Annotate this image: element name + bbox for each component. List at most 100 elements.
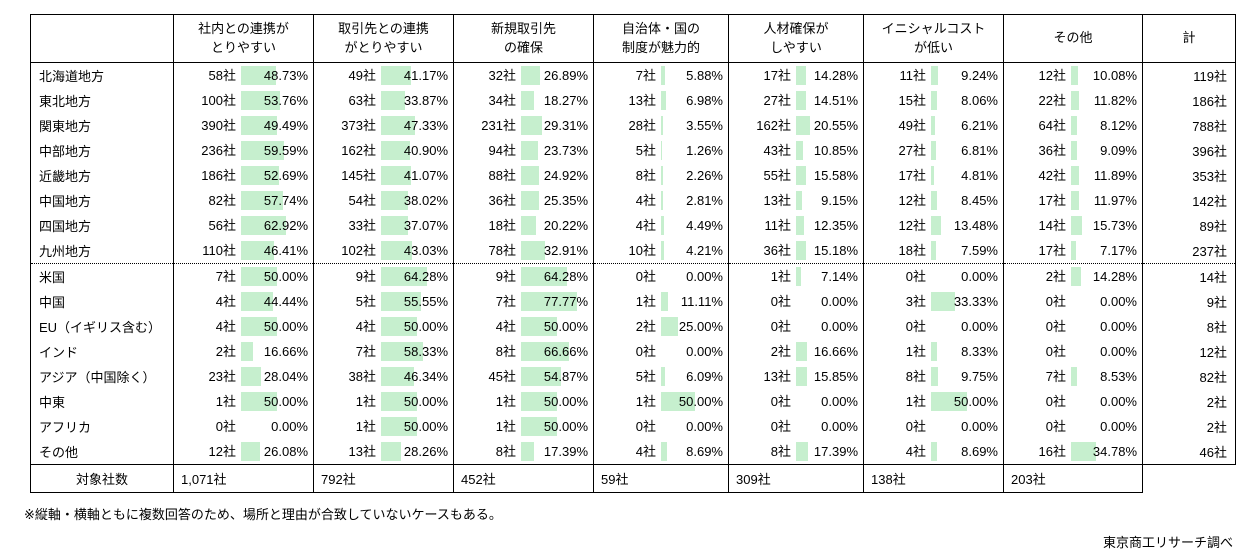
cell-content: 17社 14.28% <box>730 63 863 88</box>
percent-databar <box>1071 216 1083 235</box>
count-value: 0社 <box>1045 419 1066 434</box>
percent-cell: 77.77% <box>521 289 593 314</box>
percent-databar <box>241 141 284 160</box>
percent-databar <box>381 317 417 336</box>
percent-databar <box>796 116 810 135</box>
data-cell: 17社 4.81% <box>863 163 1004 188</box>
percent-databar <box>1071 442 1096 461</box>
data-cell: 8社 17.39% <box>453 439 594 465</box>
count-value: 82社 <box>208 193 236 208</box>
column-header: 自治体・国の 制度が魅力的 <box>593 14 729 63</box>
table-body: 北海道地方 58社 48.73% 49社 41.17% 32社 26.89% 7社 5.88% 1… <box>30 62 1236 465</box>
table-row: 九州地方 110社 46.41% 102社 43.03% 78社 32.91% 10社 4.21… <box>30 238 1236 264</box>
totals-value: 138社 <box>863 464 1004 493</box>
count-value: 2社 <box>215 344 236 359</box>
percent-value: 50.00% <box>403 419 448 434</box>
percent-databar <box>661 367 666 386</box>
percent-cell: 41.17% <box>381 63 453 88</box>
count-value: 56社 <box>208 218 236 233</box>
percent-cell: 44.44% <box>241 289 313 314</box>
count-value: 17社 <box>898 168 926 183</box>
percent-cell: 50.00% <box>381 314 453 339</box>
percent-databar <box>796 166 807 185</box>
totals-value: 203社 <box>1003 464 1143 493</box>
cell-content: 7社 8.53% <box>1005 364 1142 389</box>
data-cell: 49社 6.21% <box>863 113 1004 138</box>
cell-content: 4社 50.00% <box>175 314 313 339</box>
cell-content: 49社 6.21% <box>865 113 1003 138</box>
data-cell: 1社 50.00% <box>453 414 594 439</box>
count-value: 16社 <box>1038 444 1066 459</box>
percent-cell: 7.17% <box>1071 238 1142 263</box>
data-cell: 8社 66.66% <box>453 339 594 364</box>
data-cell: 17社 14.28% <box>728 62 864 88</box>
percent-cell: 46.34% <box>381 364 453 389</box>
data-cell: 12社 26.08% <box>173 439 314 465</box>
row-total: 119社 <box>1142 62 1236 88</box>
row-label: 中東 <box>30 389 174 414</box>
percent-value: 44.44% <box>263 294 308 309</box>
data-cell: 11社 9.24% <box>863 62 1004 88</box>
percent-cell: 7.14% <box>796 264 863 289</box>
percent-databar <box>796 342 808 361</box>
count-value: 4社 <box>635 218 656 233</box>
count-value: 4社 <box>495 319 516 334</box>
percent-databar <box>796 191 803 210</box>
percent-cell: 4.49% <box>661 213 728 238</box>
row-total: 353社 <box>1142 163 1236 188</box>
percent-value: 10.85% <box>813 143 858 158</box>
data-cell: 12社 13.48% <box>863 213 1004 238</box>
percent-databar <box>661 141 662 160</box>
percent-databar <box>661 66 665 85</box>
percent-databar <box>661 392 695 411</box>
row-label: アジア（中国除く） <box>30 364 174 389</box>
cell-content: 2社 16.66% <box>730 339 863 364</box>
percent-databar <box>521 317 557 336</box>
data-cell: 7社 77.77% <box>453 289 594 314</box>
cell-content: 1社 7.14% <box>730 264 863 289</box>
percent-cell: 8.53% <box>1071 364 1142 389</box>
percent-cell: 3.55% <box>661 113 728 138</box>
percent-databar <box>661 317 678 336</box>
percent-value: 50.00% <box>953 394 998 409</box>
percent-cell: 52.69% <box>241 163 313 188</box>
count-value: 1社 <box>495 419 516 434</box>
table-row: 中部地方 236社 59.59% 162社 40.90% 94社 23.73% 5社 1.26%… <box>30 138 1236 163</box>
data-cell: 110社 46.41% <box>173 238 314 264</box>
data-cell: 145社 41.07% <box>313 163 454 188</box>
percent-cell: 0.00% <box>1071 339 1142 364</box>
data-cell: 42社 11.89% <box>1003 163 1143 188</box>
row-label: 中部地方 <box>30 138 174 163</box>
count-value: 4社 <box>355 319 376 334</box>
percent-databar <box>661 91 666 110</box>
row-label: 関東地方 <box>30 113 174 138</box>
cell-content: 18社 20.22% <box>455 213 593 238</box>
count-value: 15社 <box>898 93 926 108</box>
percent-cell: 43.03% <box>381 238 453 263</box>
cell-content: 100社 53.76% <box>175 88 313 113</box>
count-value: 8社 <box>635 168 656 183</box>
cell-content: 11社 9.24% <box>865 63 1003 88</box>
data-cell: 11社 12.35% <box>728 213 864 238</box>
count-value: 100社 <box>201 93 236 108</box>
percent-cell: 54.87% <box>521 364 593 389</box>
count-value: 36社 <box>488 193 516 208</box>
count-value: 1社 <box>635 294 656 309</box>
percent-cell: 32.91% <box>521 238 593 263</box>
percent-value: 14.28% <box>813 68 858 83</box>
cell-content: 0社 0.00% <box>865 264 1003 289</box>
percent-cell: 6.81% <box>931 138 1003 163</box>
cell-content: 0社 0.00% <box>730 389 863 414</box>
percent-cell: 15.73% <box>1071 213 1142 238</box>
count-value: 54社 <box>348 193 376 208</box>
data-cell: 0社 0.00% <box>593 414 729 439</box>
table-row: 近畿地方 186社 52.69% 145社 41.07% 88社 24.92% 8社 2.26%… <box>30 163 1236 188</box>
percent-value: 46.41% <box>263 243 308 258</box>
column-header: 取引先との連携 がとりやすい <box>313 14 454 63</box>
percent-value: 7.17% <box>1100 243 1137 258</box>
row-total: 396社 <box>1142 138 1236 163</box>
data-cell: 7社 50.00% <box>173 263 314 289</box>
cell-content: 8社 2.26% <box>595 163 728 188</box>
percent-value: 15.85% <box>813 369 858 384</box>
percent-databar <box>521 66 541 85</box>
